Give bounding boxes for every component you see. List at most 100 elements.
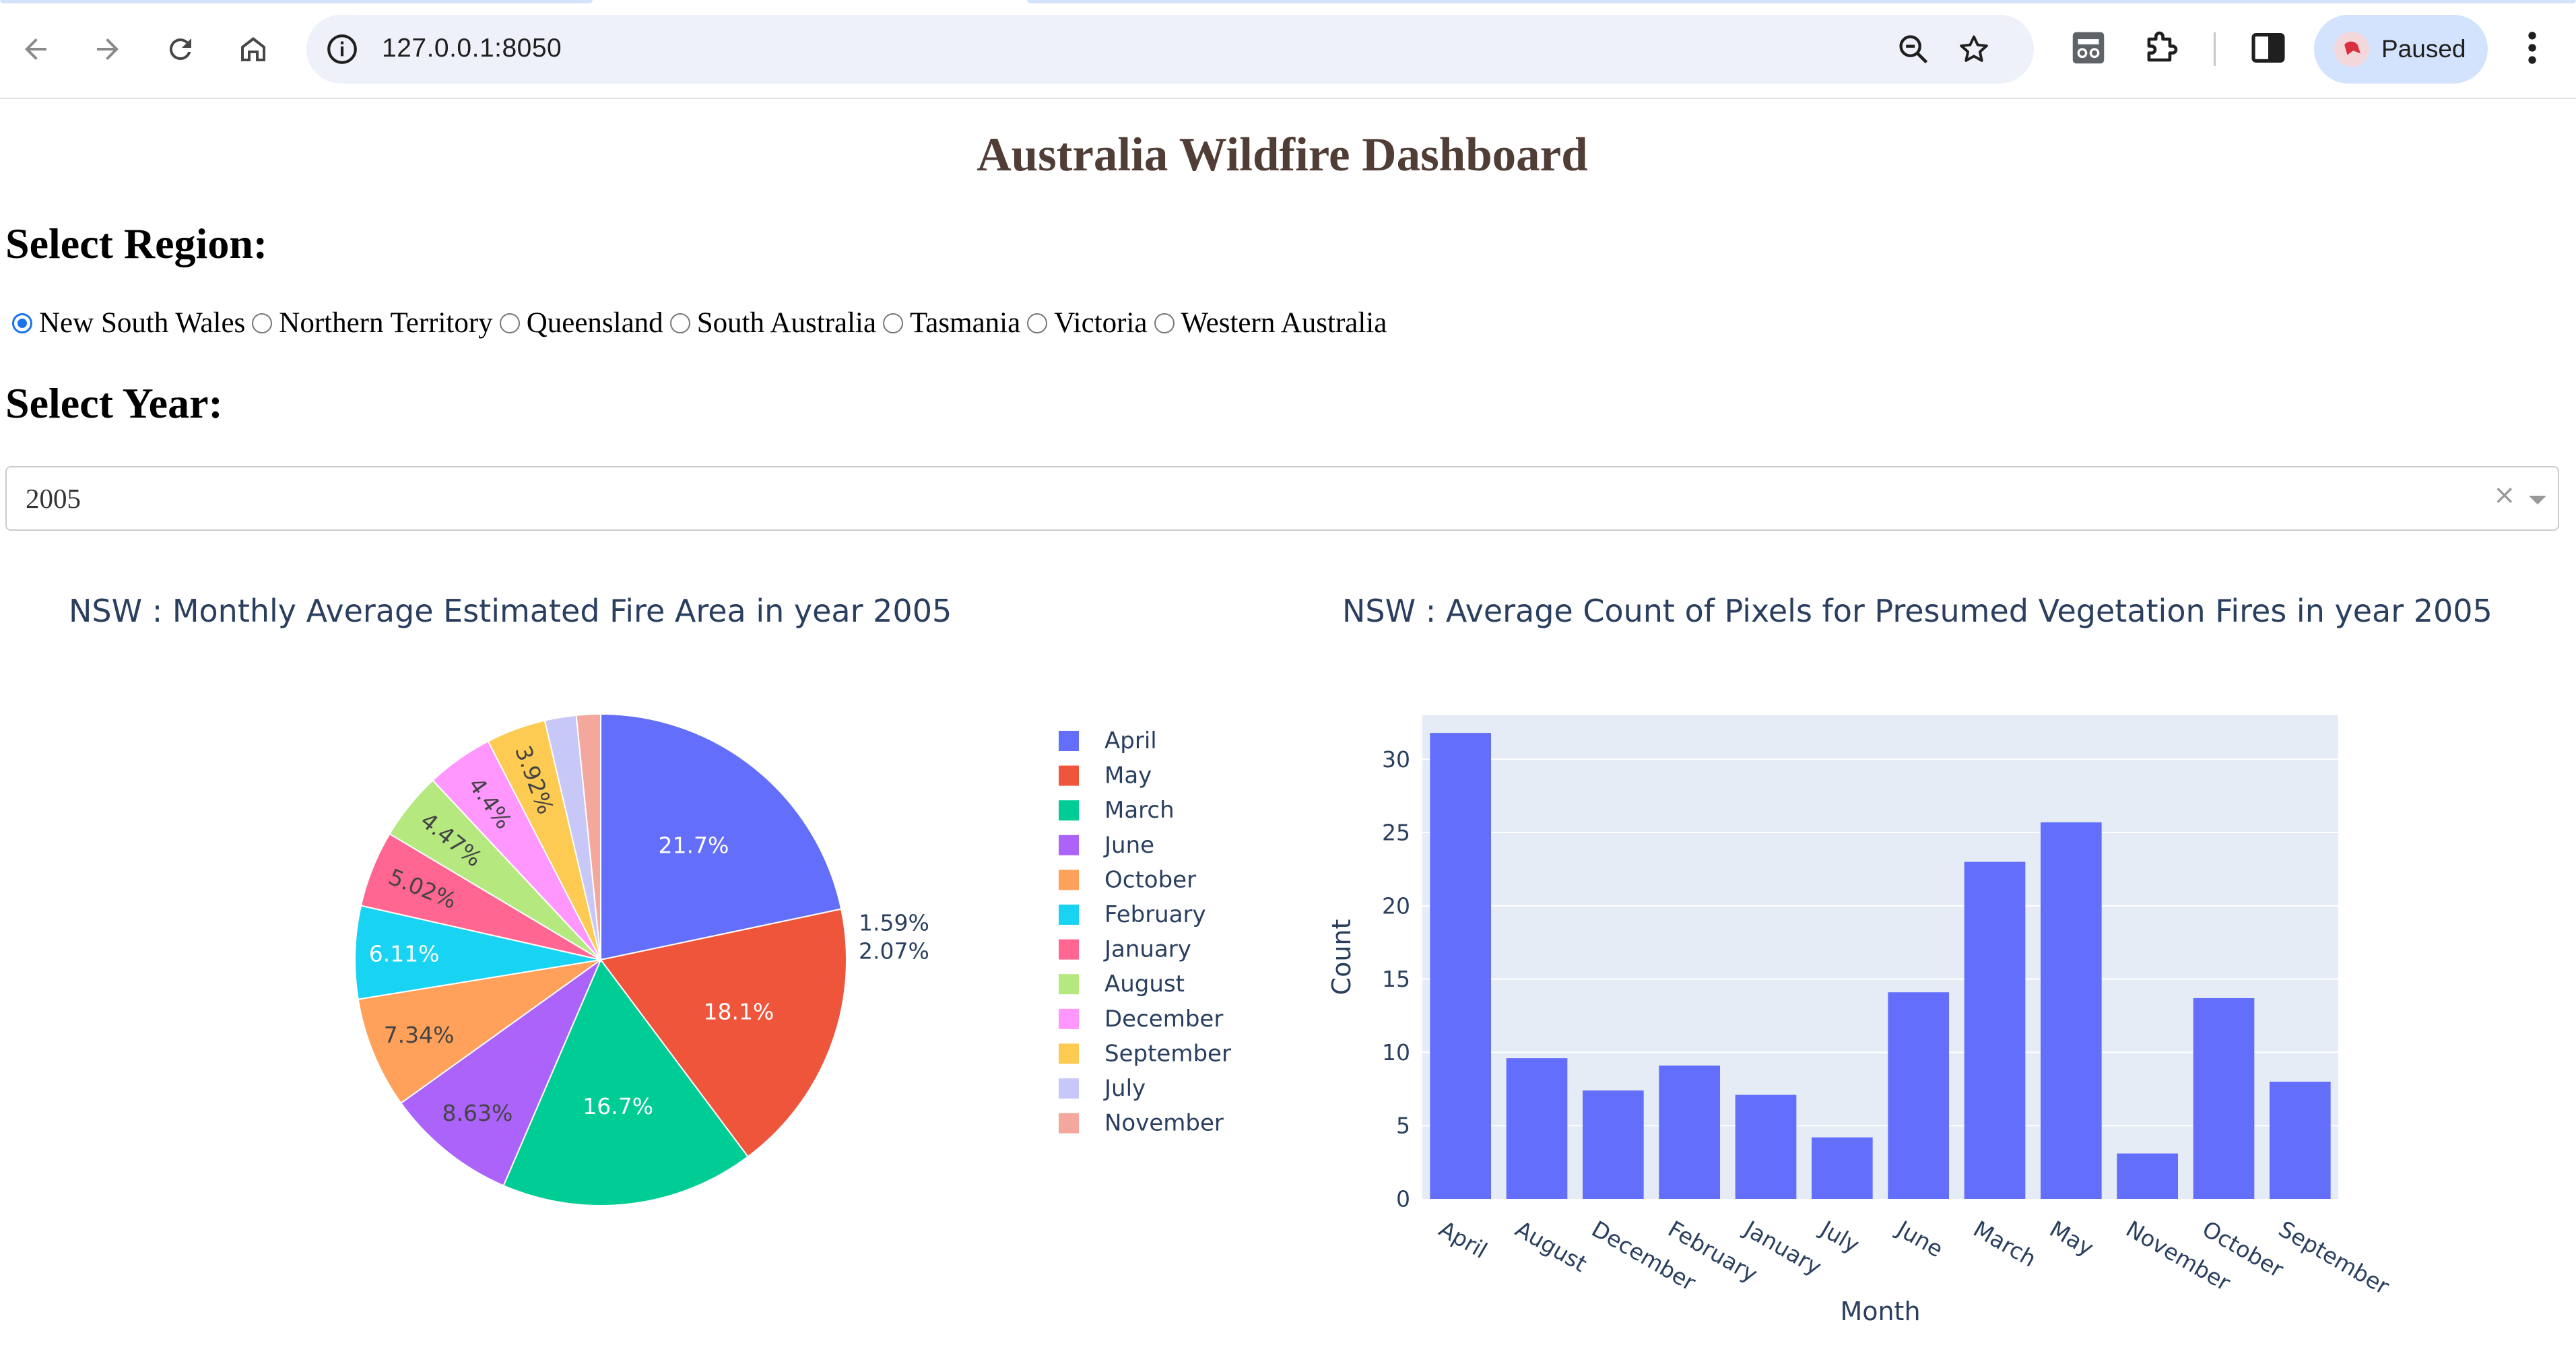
site-info-icon[interactable] — [325, 32, 359, 66]
y-tick-label: 30 — [1382, 746, 1410, 773]
pie-slice-may[interactable] — [599, 908, 847, 1158]
region-radio-label[interactable]: Victoria — [1054, 307, 1148, 339]
extensions-puzzle-icon[interactable] — [2140, 27, 2182, 69]
legend-item-november[interactable]: November — [1104, 1110, 1224, 1137]
bar-november[interactable] — [2117, 1153, 2178, 1199]
home-button[interactable] — [228, 24, 279, 75]
y-tick-label: 10 — [1382, 1039, 1410, 1066]
legend-item-january[interactable]: January — [1103, 936, 1191, 963]
region-option-queensland[interactable]: Queensland — [499, 306, 663, 339]
profile-status-label: Paused — [2381, 35, 2466, 63]
region-option-new-south-wales[interactable]: New South Wales — [12, 306, 245, 339]
legend-item-september[interactable]: September — [1104, 1040, 1231, 1067]
pie-chart: 21.7%18.1%16.7%8.63%7.34%6.11%5.02%4.47%… — [354, 713, 1231, 1206]
tab-strip-edge — [1027, 0, 2576, 3]
pie-slice-label: 21.7% — [659, 832, 729, 858]
legend-swatch[interactable] — [1059, 974, 1079, 995]
legend-swatch[interactable] — [1059, 1078, 1079, 1099]
pie-slice-label: 6.11% — [369, 941, 440, 967]
chevron-down-icon[interactable] — [2529, 496, 2546, 504]
bar-march[interactable] — [1964, 861, 2026, 1199]
x-tick-label: August — [1511, 1216, 1592, 1278]
pie-slice-november[interactable] — [575, 713, 601, 960]
region-radio-button[interactable] — [1154, 313, 1175, 333]
region-heading: Select Region: — [5, 220, 268, 267]
kebab-menu-icon[interactable] — [2515, 27, 2549, 69]
bar-may[interactable] — [2041, 822, 2102, 1199]
legend-swatch[interactable] — [1059, 1008, 1079, 1029]
pie-slice-march[interactable] — [502, 958, 750, 1206]
region-option-northern-territory[interactable]: Northern Territory — [252, 306, 493, 339]
legend-item-july[interactable]: July — [1103, 1075, 1146, 1102]
region-radio-button[interactable] — [499, 313, 520, 333]
bar-december[interactable] — [1583, 1090, 1644, 1199]
bar-september[interactable] — [2270, 1081, 2331, 1199]
side-panel-icon[interactable] — [2247, 27, 2289, 69]
region-radio-label[interactable]: Northern Territory — [279, 307, 493, 339]
reload-button[interactable] — [155, 24, 206, 75]
region-option-western-australia[interactable]: Western Australia — [1154, 306, 1387, 339]
legend-swatch[interactable] — [1059, 1043, 1079, 1064]
bar-chart-title: NSW : Average Count of Pixels for Presum… — [1342, 593, 2492, 629]
region-option-victoria[interactable]: Victoria — [1027, 306, 1148, 339]
legend-item-february[interactable]: February — [1104, 901, 1206, 928]
legend-swatch[interactable] — [1059, 731, 1079, 751]
zoom-icon[interactable] — [1896, 32, 1931, 67]
region-radio-label[interactable]: New South Wales — [39, 307, 246, 339]
clear-icon[interactable]: × — [2493, 480, 2516, 511]
pie-slice-february[interactable] — [354, 905, 601, 1000]
region-radio-button[interactable] — [1027, 313, 1048, 333]
bar-june[interactable] — [1888, 992, 1949, 1199]
bar-october[interactable] — [2193, 998, 2255, 1199]
legend-swatch[interactable] — [1059, 1113, 1079, 1134]
bar-april[interactable] — [1430, 733, 1491, 1199]
page-title: Australia Wildfire Dashboard — [977, 129, 1588, 181]
bookmark-star-icon[interactable] — [1956, 32, 1991, 67]
region-radio-label[interactable]: Western Australia — [1181, 307, 1387, 339]
year-heading: Select Year: — [5, 379, 223, 427]
legend-swatch[interactable] — [1059, 765, 1079, 786]
legend-item-august[interactable]: August — [1104, 971, 1185, 998]
region-radio-button[interactable] — [883, 313, 904, 333]
address-bar[interactable]: 127.0.0.1:8050 — [306, 15, 2034, 84]
bar-august[interactable] — [1506, 1058, 1568, 1199]
region-radio-label[interactable]: South Australia — [696, 307, 877, 339]
reload-icon — [169, 38, 191, 61]
bar-january[interactable] — [1735, 1095, 1797, 1199]
legend-item-march[interactable]: March — [1104, 797, 1175, 824]
legend-item-december[interactable]: December — [1104, 1006, 1223, 1033]
avatar — [2334, 32, 2369, 67]
legend-swatch[interactable] — [1059, 800, 1079, 821]
legend-item-may[interactable]: May — [1104, 762, 1152, 789]
legend-swatch[interactable] — [1059, 835, 1079, 855]
region-option-south-australia[interactable]: South Australia — [669, 306, 877, 339]
region-radio-button[interactable] — [12, 313, 32, 333]
bar-july[interactable] — [1812, 1137, 1873, 1199]
plot-area — [1422, 715, 2338, 1199]
region-radio-label[interactable]: Queensland — [526, 307, 663, 339]
region-radio-group: New South Wales Northern Territory Queensl… — [12, 306, 1393, 339]
legend-swatch[interactable] — [1059, 870, 1079, 890]
pie-slice-label: 2.07% — [859, 938, 929, 965]
back-button[interactable] — [10, 24, 61, 75]
forward-button[interactable] — [82, 24, 133, 75]
legend-item-october[interactable]: October — [1104, 866, 1196, 893]
incognito-extension-icon[interactable] — [2068, 27, 2109, 69]
region-radio-button[interactable] — [252, 313, 273, 333]
legend-swatch[interactable] — [1059, 905, 1079, 925]
legend-item-june[interactable]: June — [1103, 832, 1154, 859]
region-radio-button[interactable] — [669, 313, 690, 333]
legend-item-april[interactable]: April — [1104, 727, 1157, 754]
x-tick-label: April — [1434, 1216, 1492, 1264]
region-radio-label[interactable]: Tasmania — [910, 307, 1021, 339]
year-dropdown[interactable]: 2005 × — [5, 466, 2559, 531]
profile-button[interactable]: Paused — [2314, 15, 2488, 84]
pie-slice-october[interactable] — [357, 959, 601, 1105]
url-text[interactable]: 127.0.0.1:8050 — [382, 34, 562, 63]
region-option-tasmania[interactable]: Tasmania — [883, 306, 1020, 339]
legend-swatch[interactable] — [1059, 939, 1079, 960]
pie-slice-june[interactable] — [400, 958, 603, 1187]
year-dropdown-value: 2005 — [26, 483, 81, 514]
pie-slice-april[interactable] — [600, 713, 843, 961]
bar-february[interactable] — [1659, 1066, 1720, 1199]
